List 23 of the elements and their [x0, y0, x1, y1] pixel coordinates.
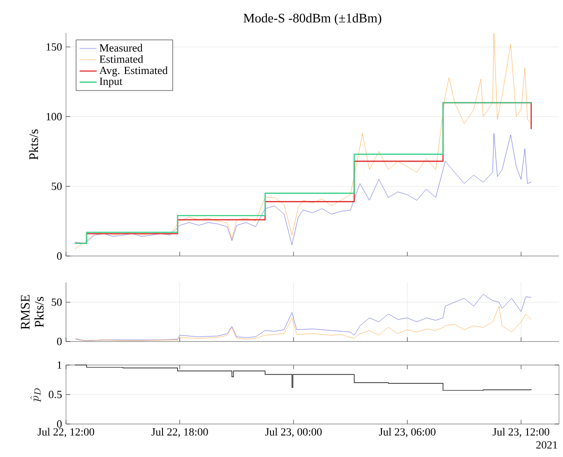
y-tick-label: 0 [57, 420, 62, 428]
legend-label: Estimated [100, 55, 144, 63]
x-tick-label: Jul 23, 06:00 [378, 428, 436, 438]
x-tick-label: Jul 23, 12:00 [492, 428, 550, 438]
chart-title: Mode-S -80dBm (±1dBm) [244, 13, 382, 26]
legend-label: Avg. Estimated [99, 66, 168, 76]
y-tick-label: 50 [52, 298, 62, 306]
y-tick-label: 0 [57, 338, 62, 346]
y-tick-label: 150 [46, 43, 62, 51]
y-axis-title: $\hat{p}_D$ [30, 388, 41, 402]
y-tick-label: 0.5 [48, 390, 62, 398]
text: 2021 [536, 441, 558, 449]
y-axis-title: Pkts/s [28, 129, 38, 160]
y-tick-label: 100 [46, 112, 62, 120]
x-tick-label: Jul 23, 00:00 [265, 428, 322, 438]
y-axis-title: RMSE Pkts/s [20, 294, 44, 330]
y-tick-label: 0 [57, 252, 62, 260]
legend-label: Measured [100, 44, 142, 52]
x-tick-label: Jul 22, 18:00 [151, 428, 208, 438]
legend-label: Input [100, 78, 122, 88]
y-tick-label: 50 [52, 182, 62, 190]
x-tick-label: Jul 22, 12:00 [38, 428, 94, 438]
y-tick-label: 1 [58, 361, 62, 369]
